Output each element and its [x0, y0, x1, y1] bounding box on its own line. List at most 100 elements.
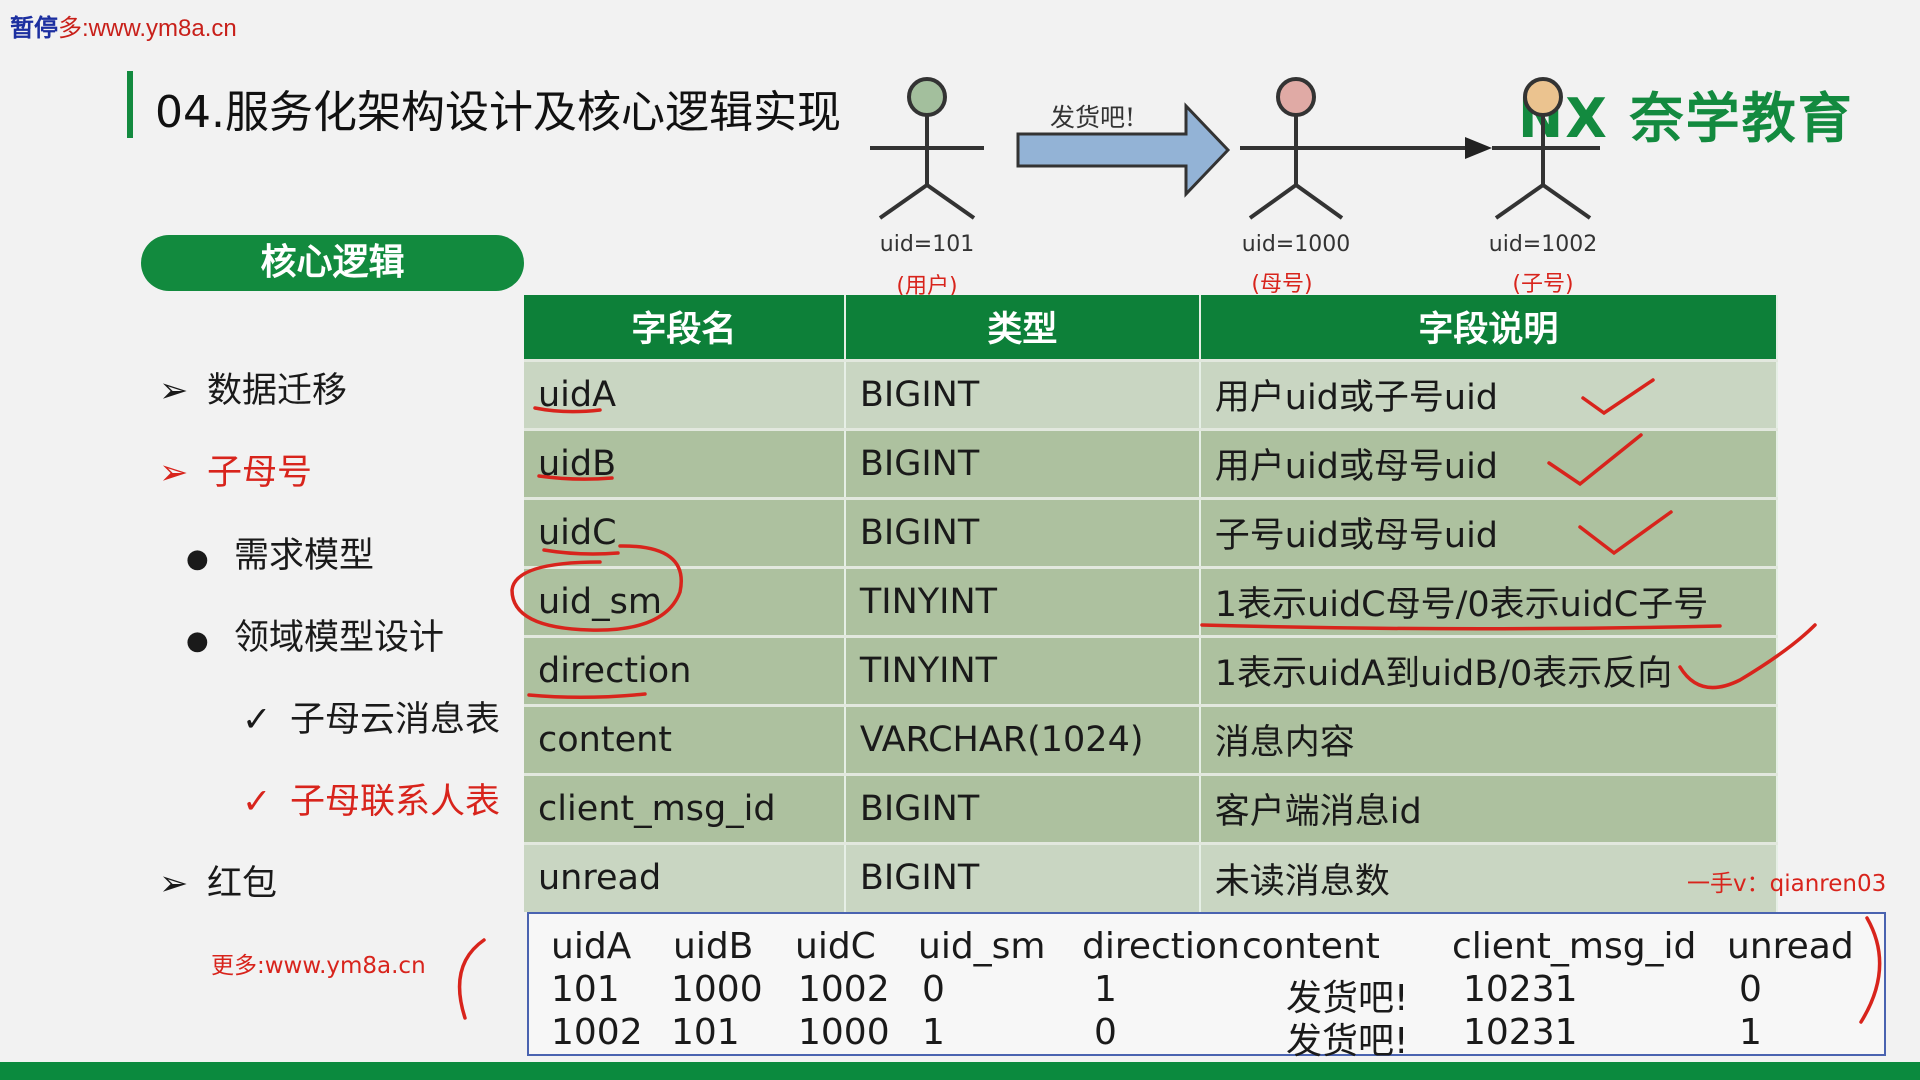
table-row: client_msg_id BIGINT 客户端消息id: [524, 772, 1779, 843]
table-row: uidC BIGINT 子号uid或母号uid: [524, 496, 1779, 567]
table-row: content VARCHAR(1024) 消息内容: [524, 703, 1779, 774]
table-row: uidA BIGINT 用户uid或子号uid: [524, 358, 1779, 429]
table-cell: uidC: [524, 496, 846, 567]
slide-title: 04.服务化架构设计及核心逻辑实现: [155, 87, 841, 138]
table-cell: VARCHAR(1024): [844, 703, 1201, 774]
example-value: 发货吧!: [1286, 978, 1409, 1019]
table-cell: uidA: [524, 358, 846, 429]
table-cell: uidB: [524, 427, 846, 498]
table-cell: client_msg_id: [524, 772, 846, 843]
nav-item-active[interactable]: ✓ 子母联系人表: [242, 773, 500, 824]
section-pill: 核心逻辑: [141, 235, 524, 291]
table-cell: TINYINT: [844, 565, 1201, 636]
actor-figure-user: [870, 77, 984, 220]
figure-uid: uid=101: [879, 232, 975, 257]
nav-item[interactable]: ● 领域模型设计: [186, 609, 444, 660]
table-cell: BIGINT: [844, 427, 1201, 498]
table-row: uidB BIGINT 用户uid或母号uid: [524, 427, 1779, 498]
table-cell: BIGINT: [844, 772, 1201, 843]
figure-role: (母号): [1251, 272, 1313, 297]
table-cell: BIGINT: [844, 841, 1201, 912]
table-cell: BIGINT: [844, 358, 1201, 429]
figure-role: (用户): [896, 274, 958, 299]
example-header: uidC: [795, 926, 876, 967]
example-header: uidA: [551, 926, 632, 967]
watermark-url: 多:www.ym8a.cn: [58, 15, 237, 42]
example-header: unread: [1727, 926, 1854, 967]
table-cell: uid_sm: [524, 565, 846, 636]
header-cell: 字段说明: [1199, 295, 1779, 360]
example-value: 1002: [798, 969, 890, 1010]
example-value: 0: [1094, 1012, 1117, 1053]
table-cell: 消息内容: [1199, 703, 1779, 774]
nav-label: 需求模型: [234, 536, 375, 576]
check-icon: ✓: [242, 700, 272, 740]
header-cell: 字段名: [524, 295, 846, 360]
arrow-bullet-icon: ➢: [159, 864, 189, 904]
nav-item-active[interactable]: ➢ 子母号: [159, 444, 312, 495]
example-header: client_msg_id: [1452, 926, 1697, 967]
nav-label: 子母联系人表: [290, 782, 501, 822]
nav-item[interactable]: ✓ 子母云消息表: [242, 691, 500, 742]
table-cell: unread: [524, 841, 846, 912]
figure-role: (子号): [1512, 272, 1574, 297]
table-cell: 未读消息数: [1199, 841, 1779, 912]
nav-item[interactable]: ➢ 数据迁移: [159, 362, 347, 413]
table-cell: 子号uid或母号uid: [1199, 496, 1779, 567]
example-value: 0: [1739, 969, 1762, 1010]
table-cell: 客户端消息id: [1199, 772, 1779, 843]
brand-logo: NX 奈学教育: [1518, 87, 1854, 150]
example-header: uidB: [673, 926, 754, 967]
nav-label: 红包: [207, 864, 278, 904]
actor-diagram: [870, 77, 1600, 220]
example-header: direction: [1082, 926, 1240, 967]
table-cell: TINYINT: [844, 634, 1201, 705]
table-row: unread BIGINT 未读消息数: [524, 841, 1779, 912]
field-table: 字段名 类型 字段说明 uidA BIGINT 用户uid或子号uid uidB BIG…: [524, 295, 1779, 912]
example-value: 10231: [1463, 1012, 1578, 1053]
table-row: uid_sm TINYINT 1表示uidC母号/0表示uidC子号: [524, 565, 1779, 636]
example-value: 10231: [1463, 969, 1578, 1010]
actor-figure-child: [1492, 77, 1600, 220]
header-cell: 类型: [844, 295, 1201, 360]
watermark-right: 一手v：qianren03: [1687, 871, 1887, 897]
table-cell: content: [524, 703, 846, 774]
example-value: 1: [922, 1012, 945, 1053]
example-value: 1000: [671, 969, 763, 1010]
nav-label: 领域模型设计: [234, 618, 445, 658]
nav-label: 子母云消息表: [290, 700, 501, 740]
footer-bar: [0, 1062, 1920, 1080]
example-header: content: [1242, 926, 1380, 967]
table-cell: 用户uid或母号uid: [1199, 427, 1779, 498]
nav-label: 子母号: [207, 453, 313, 493]
send-arrow-icon: [1016, 102, 1231, 198]
pause-label: 暂停: [10, 15, 58, 42]
dot-bullet-icon: ●: [186, 626, 209, 656]
example-value: 1: [1094, 969, 1117, 1010]
example-value: 101: [671, 1012, 740, 1053]
bracket-mark: [457, 938, 486, 1020]
example-value: 1: [1739, 1012, 1762, 1053]
arrow-bullet-icon: ➢: [159, 453, 189, 493]
nav-item[interactable]: ➢ 红包: [159, 855, 277, 906]
example-value: 1002: [551, 1012, 643, 1053]
actor-figure-parent: [1240, 77, 1352, 220]
watermark-top: 暂停多:www.ym8a.cn: [10, 8, 237, 43]
watermark-bottom: 更多:www.ym8a.cn: [211, 953, 426, 979]
table-cell: 1表示uidC母号/0表示uidC子号: [1199, 565, 1779, 636]
example-value: 0: [922, 969, 945, 1010]
table-cell: direction: [524, 634, 846, 705]
example-header: uid_sm: [918, 926, 1046, 967]
example-value: 1000: [798, 1012, 890, 1053]
nav-item[interactable]: ● 需求模型: [186, 527, 374, 578]
arrow-bullet-icon: ➢: [159, 371, 189, 411]
table-cell: BIGINT: [844, 496, 1201, 567]
relation-arrowhead-icon: [1465, 137, 1492, 159]
dot-bullet-icon: ●: [186, 544, 209, 574]
table-row: direction TINYINT 1表示uidA到uidB/0表示反向: [524, 634, 1779, 705]
example-value: 发货吧!: [1286, 1021, 1409, 1062]
arrow-label: 发货吧!: [1050, 103, 1136, 132]
figure-uid: uid=1000: [1241, 232, 1351, 257]
example-data-box: uidA uidB uidC uid_sm direction content client…: [527, 912, 1886, 1062]
nav-label: 数据迁移: [207, 371, 348, 411]
